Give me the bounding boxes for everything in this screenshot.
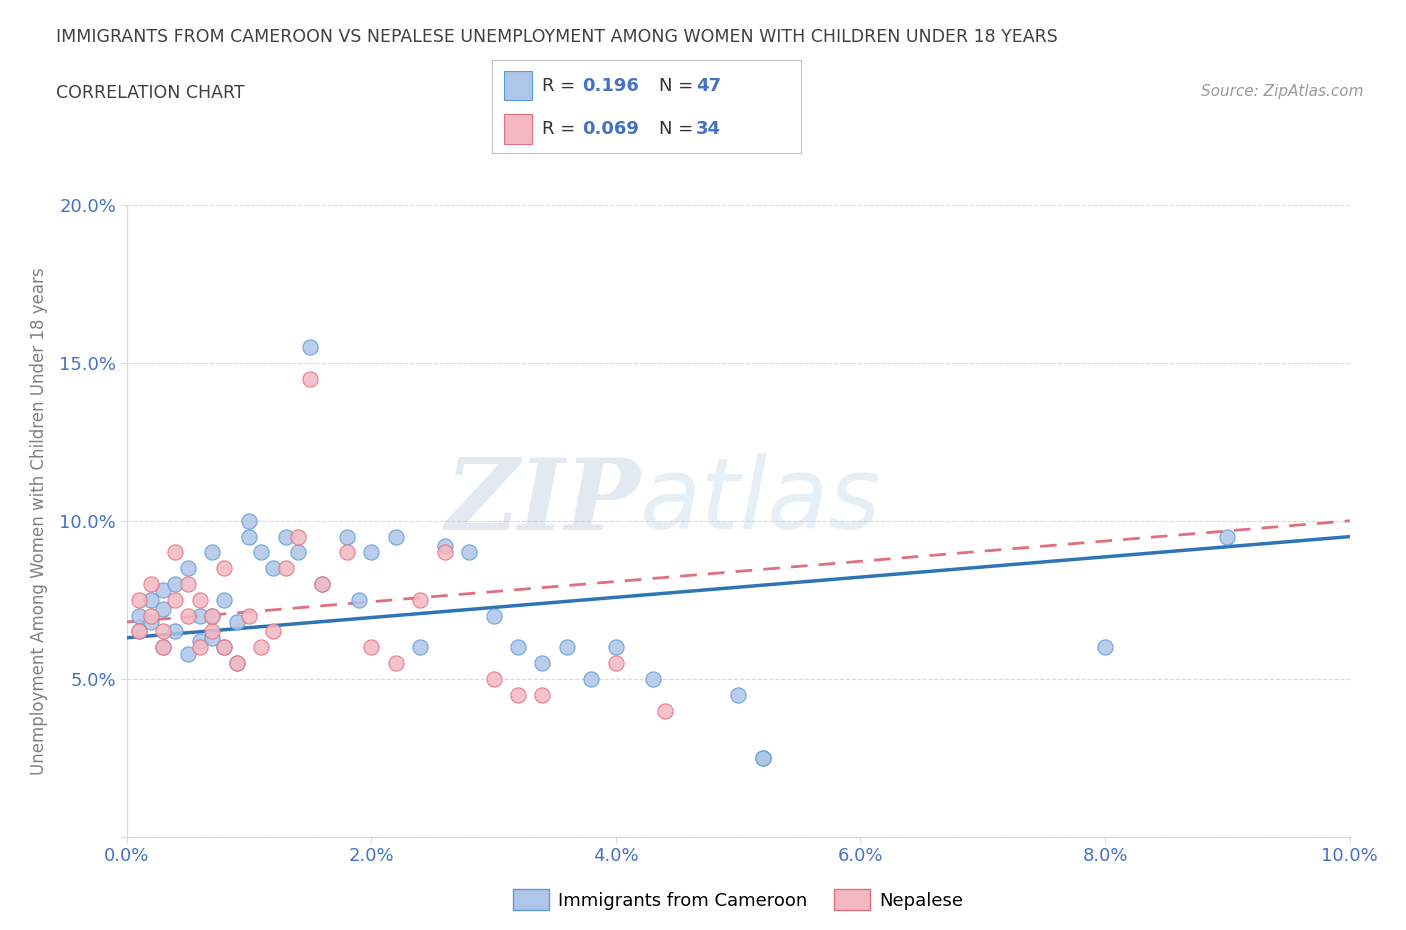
Point	[1216, 529, 1239, 544]
Point	[531, 687, 554, 702]
Point	[188, 633, 211, 648]
Point	[262, 624, 284, 639]
Point	[336, 545, 359, 560]
Text: N =: N =	[659, 76, 693, 95]
Point	[458, 545, 481, 560]
Point	[299, 371, 322, 386]
Point	[299, 339, 322, 354]
Text: 34: 34	[696, 120, 721, 139]
Point	[128, 624, 150, 639]
Point	[360, 640, 382, 655]
Point	[238, 513, 260, 528]
Text: IMMIGRANTS FROM CAMEROON VS NEPALESE UNEMPLOYMENT AMONG WOMEN WITH CHILDREN UNDE: IMMIGRANTS FROM CAMEROON VS NEPALESE UNE…	[56, 28, 1057, 46]
Point	[482, 671, 505, 686]
Text: 47: 47	[696, 76, 721, 95]
Point	[139, 577, 162, 591]
Point	[165, 592, 187, 607]
Point	[152, 624, 174, 639]
Point	[214, 561, 236, 576]
Point	[188, 592, 211, 607]
Point	[287, 545, 309, 560]
Point	[128, 608, 150, 623]
Point	[654, 703, 676, 718]
Point	[384, 529, 406, 544]
Point	[165, 624, 187, 639]
Point	[1094, 640, 1116, 655]
Point	[128, 592, 150, 607]
Point	[641, 671, 664, 686]
Point	[555, 640, 578, 655]
Point	[201, 631, 224, 645]
Point	[751, 751, 773, 765]
Point	[433, 545, 456, 560]
Point	[152, 602, 174, 617]
Text: R =: R =	[541, 76, 575, 95]
Point	[581, 671, 603, 686]
Text: atlas: atlas	[640, 453, 882, 551]
FancyBboxPatch shape	[505, 71, 533, 100]
Point	[311, 577, 333, 591]
Text: N =: N =	[659, 120, 693, 139]
Point	[409, 640, 432, 655]
Point	[165, 545, 187, 560]
Point	[287, 529, 309, 544]
Point	[225, 656, 247, 671]
Point	[128, 624, 150, 639]
FancyBboxPatch shape	[505, 114, 533, 144]
Point	[274, 561, 297, 576]
Point	[214, 640, 236, 655]
Point	[201, 624, 224, 639]
Point	[152, 640, 174, 655]
Point	[177, 608, 200, 623]
Point	[152, 640, 174, 655]
Point	[482, 608, 505, 623]
Point	[433, 538, 456, 553]
Point	[238, 529, 260, 544]
Point	[531, 656, 554, 671]
Y-axis label: Unemployment Among Women with Children Under 18 years: Unemployment Among Women with Children U…	[30, 267, 48, 775]
Point	[139, 615, 162, 630]
Text: 0.069: 0.069	[582, 120, 638, 139]
Point	[605, 656, 627, 671]
Point	[177, 646, 200, 661]
Point	[262, 561, 284, 576]
Point	[250, 545, 273, 560]
Point	[250, 640, 273, 655]
Point	[751, 751, 773, 765]
Point	[727, 687, 749, 702]
Point	[214, 592, 236, 607]
Point	[139, 608, 162, 623]
Text: R =: R =	[541, 120, 575, 139]
Text: ZIP: ZIP	[446, 454, 640, 550]
Point	[152, 583, 174, 598]
Text: 0.196: 0.196	[582, 76, 638, 95]
Point	[201, 608, 224, 623]
Point	[188, 608, 211, 623]
Point	[336, 529, 359, 544]
Point	[165, 577, 187, 591]
Point	[188, 640, 211, 655]
Point	[214, 640, 236, 655]
Point	[201, 608, 224, 623]
Point	[238, 608, 260, 623]
Point	[177, 561, 200, 576]
Point	[347, 592, 370, 607]
Point	[409, 592, 432, 607]
Point	[360, 545, 382, 560]
Point	[139, 592, 162, 607]
Legend: Immigrants from Cameroon, Nepalese: Immigrants from Cameroon, Nepalese	[513, 889, 963, 910]
Point	[274, 529, 297, 544]
Text: CORRELATION CHART: CORRELATION CHART	[56, 84, 245, 101]
Point	[225, 615, 247, 630]
Point	[177, 577, 200, 591]
Point	[384, 656, 406, 671]
Point	[311, 577, 333, 591]
Point	[201, 545, 224, 560]
Point	[225, 656, 247, 671]
Point	[605, 640, 627, 655]
Point	[506, 687, 529, 702]
Point	[506, 640, 529, 655]
Text: Source: ZipAtlas.com: Source: ZipAtlas.com	[1201, 84, 1364, 99]
